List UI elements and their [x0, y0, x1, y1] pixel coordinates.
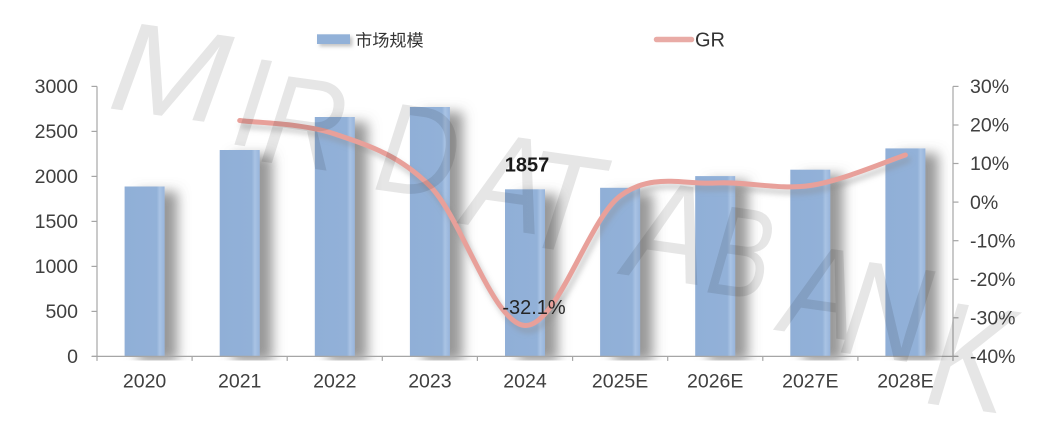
svg-text:500: 500: [45, 301, 78, 323]
svg-text:0: 0: [67, 346, 78, 368]
svg-text:2500: 2500: [35, 121, 79, 143]
svg-text:30%: 30%: [970, 76, 1009, 98]
svg-text:2000: 2000: [35, 166, 79, 188]
svg-text:-40%: -40%: [970, 346, 1016, 368]
svg-text:2020: 2020: [123, 370, 167, 392]
svg-text:10%: 10%: [970, 153, 1009, 175]
svg-text:2027E: 2027E: [782, 370, 838, 392]
svg-text:2025E: 2025E: [592, 370, 648, 392]
svg-text:20%: 20%: [970, 115, 1009, 137]
svg-text:2028E: 2028E: [877, 370, 933, 392]
svg-text:R: R: [254, 46, 354, 199]
svg-text:1857: 1857: [505, 155, 550, 177]
svg-text:-10%: -10%: [970, 230, 1016, 252]
svg-text:K: K: [920, 268, 1027, 423]
svg-text:M: M: [103, 0, 240, 152]
svg-text:-32.1%: -32.1%: [502, 297, 566, 319]
svg-text:0%: 0%: [970, 192, 998, 214]
svg-text:2022: 2022: [313, 370, 356, 392]
svg-text:2024: 2024: [503, 370, 547, 392]
svg-text:2023: 2023: [408, 370, 451, 392]
svg-text:GR: GR: [695, 30, 725, 52]
svg-text:1000: 1000: [35, 256, 79, 278]
svg-text:-30%: -30%: [970, 308, 1016, 330]
svg-text:3000: 3000: [35, 76, 79, 98]
svg-text:1500: 1500: [35, 211, 79, 233]
svg-text:2021: 2021: [218, 370, 261, 392]
svg-text:-20%: -20%: [970, 269, 1016, 291]
svg-text:2026E: 2026E: [687, 370, 743, 392]
svg-text:N: N: [833, 231, 940, 393]
svg-text:D: D: [368, 74, 468, 227]
